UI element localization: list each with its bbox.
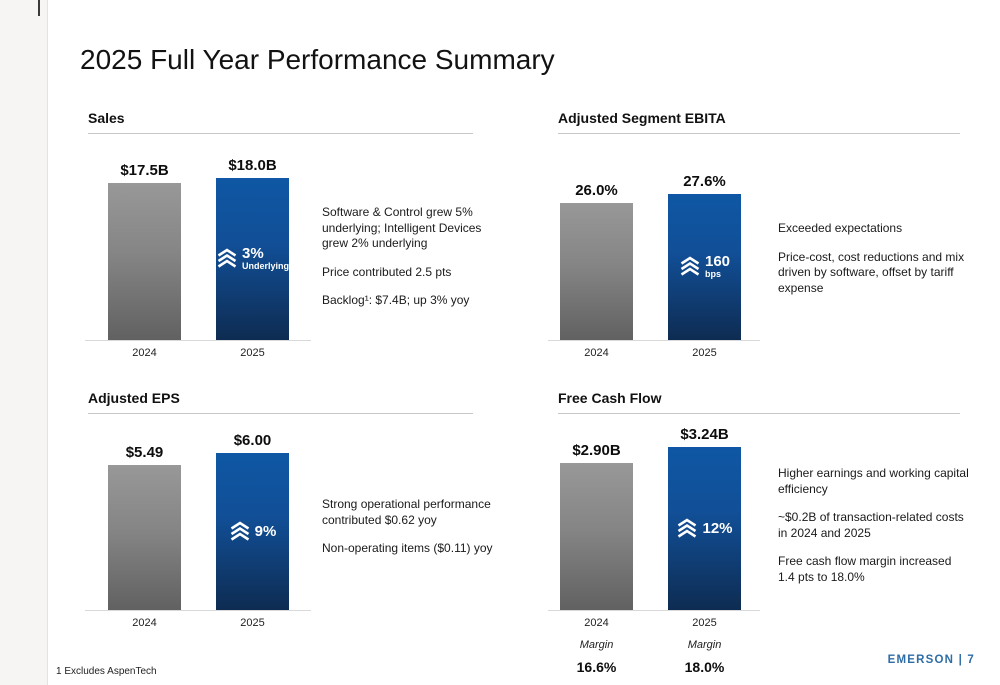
brand-page-number: EMERSON | 7 xyxy=(887,654,975,666)
panel-sales-title: Sales xyxy=(88,110,473,134)
slide-title: 2025 Full Year Performance Summary xyxy=(80,44,555,75)
ebita-year-2024: 2024 xyxy=(584,347,609,359)
ebita-x-axis xyxy=(548,340,760,341)
ebita-note-2: Price-cost, cost reductions and mix driv… xyxy=(778,249,965,295)
fcf-margin-value-2024: 16.6% xyxy=(576,659,617,675)
sales-bar-group-2025: $18.0B 3% Underlying xyxy=(216,157,289,340)
fcf-bar-2025: 12% xyxy=(668,447,741,610)
ebita-value-2025: 27.6% xyxy=(683,173,726,190)
ebita-badge-value: 160 xyxy=(704,252,731,270)
sales-badge-sub: Underlying xyxy=(242,261,290,272)
ebita-badge-sub: bps xyxy=(704,269,721,280)
fcf-bar-group-2024: $2.90B xyxy=(560,442,633,610)
eps-x-axis xyxy=(85,610,311,611)
sales-growth-badge: 3% Underlying xyxy=(216,244,290,273)
ebita-badge-text: 160 bps xyxy=(704,252,731,281)
panel-eps: Adjusted EPS $5.49 $6.00 9% xyxy=(85,390,493,629)
sales-value-2025: $18.0B xyxy=(228,157,277,174)
fcf-value-2025: $3.24B xyxy=(680,426,729,443)
eps-note-2: Non-operating items ($0.11) yoy xyxy=(322,541,493,556)
sales-bar-2024 xyxy=(108,183,181,340)
fcf-margin-label-2025: Margin xyxy=(687,639,722,651)
fcf-badge-value: 12% xyxy=(702,519,733,537)
ebita-bar-2025: 160 bps xyxy=(668,194,741,340)
fcf-margin-label-2024: Margin xyxy=(579,639,614,651)
fcf-note-2: ~$0.2B of transaction-related costs in 2… xyxy=(778,510,964,540)
panel-eps-title: Adjusted EPS xyxy=(88,390,473,414)
eps-badge-text: 9% xyxy=(254,522,277,540)
eps-year-2025: 2025 xyxy=(240,617,265,629)
fcf-growth-badge: 12% xyxy=(676,518,733,539)
panel-fcf: Free Cash Flow $2.90B $3.24B 12% xyxy=(548,390,969,675)
sales-year-2025: 2025 xyxy=(240,347,265,359)
fcf-margin-labels: Margin Margin xyxy=(558,639,960,651)
fcf-margin-values: 16.6% 18.0% xyxy=(558,659,960,675)
fcf-note-3: Free cash flow margin increased 1.4 pts … xyxy=(778,554,952,584)
fcf-badge-text: 12% xyxy=(702,519,733,537)
ebita-bar-2024 xyxy=(560,203,633,340)
triple-chevron-up-icon xyxy=(217,248,237,269)
fcf-value-2024: $2.90B xyxy=(572,442,621,459)
ebita-notes: Exceeded expectations Price-cost, cost r… xyxy=(778,221,970,309)
ebita-note-1: Exceeded expectations xyxy=(778,221,903,235)
fcf-notes: Higher earnings and working capital effi… xyxy=(778,466,970,599)
eps-bar-group-2025: $6.00 9% xyxy=(216,432,289,610)
fcf-bar-2024 xyxy=(560,463,633,610)
panel-ebita-title: Adjusted Segment EBITA xyxy=(558,110,960,134)
eps-badge-value: 9% xyxy=(254,522,277,540)
fcf-x-axis xyxy=(548,610,760,611)
ebita-year-2025: 2025 xyxy=(692,347,717,359)
eps-bar-group-2024: $5.49 xyxy=(108,444,181,610)
sales-bar-2025: 3% Underlying xyxy=(216,178,289,340)
top-left-tick xyxy=(38,0,40,16)
sales-chart: $17.5B $18.0B 3% Underlying xyxy=(88,134,473,340)
eps-chart: $5.49 $6.00 9% xyxy=(88,414,473,610)
fcf-year-2024: 2024 xyxy=(584,617,609,629)
left-margin-strip xyxy=(0,0,48,685)
eps-bar-2024 xyxy=(108,465,181,610)
panel-ebita: Adjusted Segment EBITA 26.0% 27.6% 160 b… xyxy=(548,110,964,359)
fcf-bar-group-2025: $3.24B 12% xyxy=(668,426,741,610)
eps-note-1: Strong operational performance contribut… xyxy=(322,497,491,527)
ebita-growth-badge: 160 bps xyxy=(679,252,731,281)
sales-notes: Software & Control grew 5% underlying; I… xyxy=(322,205,500,322)
eps-year-2024: 2024 xyxy=(132,617,157,629)
triple-chevron-up-icon xyxy=(230,521,249,541)
eps-value-2024: $5.49 xyxy=(125,444,164,461)
footnote: 1 Excludes AspenTech xyxy=(56,666,157,677)
ebita-chart: 26.0% 27.6% 160 bps xyxy=(558,134,960,340)
sales-bar-group-2024: $17.5B xyxy=(108,162,181,340)
sales-note-2: Price contributed 2.5 pts xyxy=(322,264,452,279)
eps-value-2025: $6.00 xyxy=(233,432,272,449)
sales-year-labels: 2024 2025 xyxy=(88,347,473,359)
eps-growth-badge: 9% xyxy=(229,521,277,542)
ebita-year-labels: 2024 2025 xyxy=(558,347,960,359)
panel-sales: Sales $17.5B $18.0B 3% Underlying xyxy=(85,110,481,359)
eps-notes: Strong operational performance contribut… xyxy=(322,497,512,570)
fcf-year-2025: 2025 xyxy=(692,617,717,629)
sales-x-axis xyxy=(85,340,311,341)
ebita-bar-group-2024: 26.0% xyxy=(560,182,633,340)
panel-fcf-title: Free Cash Flow xyxy=(558,390,960,414)
sales-note-1: Software & Control grew 5% underlying; I… xyxy=(322,205,482,251)
sales-value-2024: $17.5B xyxy=(120,162,169,179)
fcf-year-labels: 2024 2025 xyxy=(558,617,960,629)
ebita-value-2024: 26.0% xyxy=(575,182,618,199)
fcf-chart: $2.90B $3.24B 12% xyxy=(558,414,960,610)
fcf-margin-value-2025: 18.0% xyxy=(684,659,725,675)
triple-chevron-up-icon xyxy=(680,256,700,277)
eps-bar-2025: 9% xyxy=(216,453,289,610)
eps-year-labels: 2024 2025 xyxy=(88,617,473,629)
sales-badge-value: 3% xyxy=(242,244,264,262)
sales-badge-text: 3% Underlying xyxy=(242,244,290,273)
fcf-note-1: Higher earnings and working capital effi… xyxy=(778,466,969,496)
ebita-bar-group-2025: 27.6% 160 bps xyxy=(668,173,741,340)
sales-note-3: Backlog¹: $7.4B; up 3% yoy xyxy=(322,293,470,308)
sales-year-2024: 2024 xyxy=(132,347,157,359)
triple-chevron-up-icon xyxy=(678,518,697,538)
